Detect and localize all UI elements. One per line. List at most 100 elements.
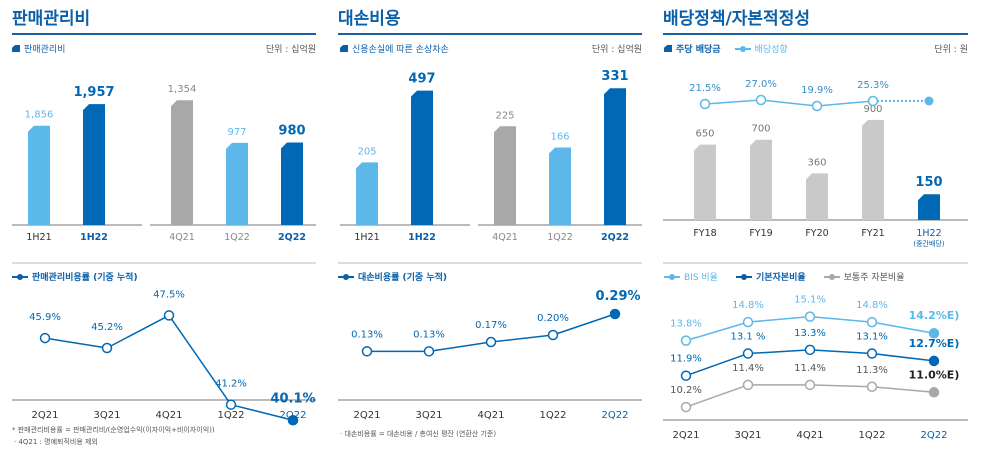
data-label: 1,856 [25,110,54,121]
x-tick-label: 2Q22 [602,410,629,421]
data-point [742,348,754,359]
bis-legend-icon [664,273,680,281]
data-point [866,348,878,359]
data-label: 12.7%E) [909,337,960,350]
line-legend: 판매관리비용률 (기중 누적) [12,270,138,283]
series-line [871,386,935,394]
series-line [809,315,873,323]
cet1-legend-label: 보통주 자본비율 [843,273,905,283]
data-label: 166 [550,131,569,142]
line-legend-icon [734,45,751,53]
cet1-legend-icon [823,273,840,281]
bar [411,90,433,225]
data-point [755,94,767,106]
unit-label: 단위 : 원 [934,45,968,55]
data-label: 14.2%E) [909,309,960,322]
line-legend-label: 배당성향 [754,45,788,55]
bar-legend-icon [664,45,672,52]
data-point [680,335,692,346]
data-point [485,336,497,348]
data-point [928,387,940,398]
x-tick-label: 1Q22 [224,232,250,243]
data-label: 225 [495,110,514,121]
line-legend: 대손비용률 (기중 누적) [338,270,447,283]
x-tick-label: 2Q22 [280,410,307,421]
series-line [685,321,749,342]
unit-label: 단위 : 십억원 [591,45,642,55]
x-tick-label: 4Q21 [169,232,195,243]
data-label: 497 [408,72,435,87]
bar-legend-icon [340,45,348,52]
data-label: 14.8% [856,300,888,311]
data-label: 14.8% [732,300,764,311]
series-line [747,349,811,355]
x-tick-label: 1Q22 [859,430,886,441]
line-legend-label: 판매관리비용률 (기중 누적) [32,273,138,283]
data-label: 150 [915,175,942,190]
data-label: 45.2% [91,322,123,333]
x-tick-label: 2Q21 [673,430,700,441]
tier1-legend-label: 기본자본비율 [755,273,806,283]
data-point [928,327,940,339]
data-label: 0.17% [475,320,507,331]
data-label: 11.0%E) [909,368,960,381]
x-tick-sublabel: (중간배당) [913,239,944,248]
data-label: 11.3% [856,365,888,376]
data-label: 11.9% [670,354,702,365]
series-line [230,403,294,421]
data-label: 19.9% [801,85,833,96]
x-tick-label: 1H22 [916,228,941,239]
data-label: 13.1 % [731,332,766,343]
data-label: 13.1% [856,332,888,343]
x-tick-label: 1Q22 [547,232,573,243]
bar-legend-label: 신용손실에 따른 손상차손 [352,45,449,55]
data-label: 45.9% [29,312,61,323]
data-label: 0.13% [351,329,383,340]
data-point [866,381,878,393]
bar [862,119,884,220]
bar [694,144,716,220]
x-tick-label: 1Q22 [218,410,245,421]
data-point [423,346,435,357]
bar [604,88,626,225]
panel-title-sga: 판매관리비 [12,9,91,29]
bar [83,104,105,225]
bar [549,147,571,225]
series-line [685,384,749,408]
series-line [490,334,554,343]
payout-line [704,99,762,105]
x-tick-label: 1H21 [26,232,51,243]
data-point [609,308,621,320]
bar-legend: 주당 배당금 배당성향 [664,42,788,55]
data-point [928,355,940,367]
bar-legend-label: 주당 배당금 [676,45,721,55]
data-label: 1,354 [168,84,197,95]
panel-title-dividend-capital: 배당정책/자본적정성 [663,9,810,29]
data-point [811,100,823,112]
x-tick-label: 1H22 [80,232,108,243]
data-label: 13.3% [794,328,826,339]
data-point [39,332,51,344]
data-label: 41.2% [215,379,247,390]
data-label: 11.4% [794,363,826,374]
bar-legend: 판매관리비 [12,42,65,55]
data-point [867,95,879,107]
title-rule [338,33,642,35]
data-label: 25.3% [857,80,889,91]
data-point [699,98,711,110]
data-label: 40.1% [270,391,315,406]
data-label: 13.8% [670,319,702,330]
data-point [225,399,237,410]
data-point [680,370,692,381]
data-point [742,316,754,328]
series-line [552,313,616,336]
data-point [680,401,692,413]
x-tick-label: 2Q22 [921,430,948,441]
title-rule [12,33,316,35]
bar-legend: 신용손실에 따른 손상차손 [340,42,449,55]
bar [918,194,940,220]
bar [750,139,772,220]
x-tick-label: 4Q21 [492,232,518,243]
footnote: * 판매관리비용률 = 판매관리비/(순영업수익(이자이익+비이자이익)) [12,426,215,434]
